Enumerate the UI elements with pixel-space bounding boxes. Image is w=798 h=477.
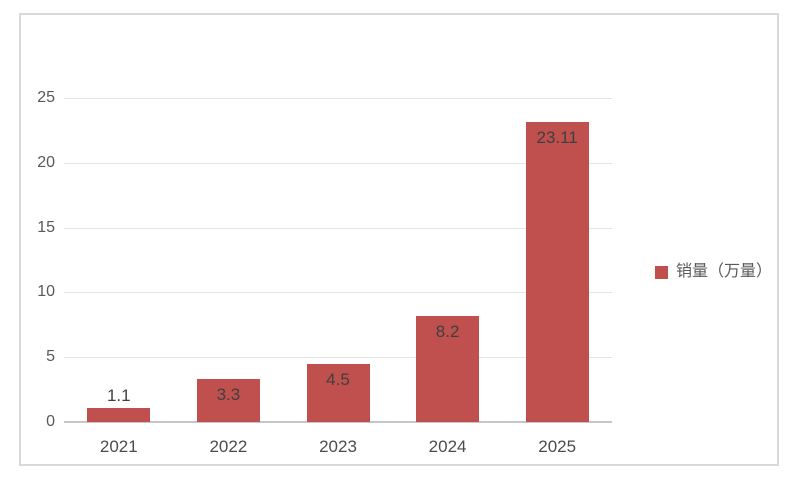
- bar-2024: [416, 315, 480, 422]
- bar-2025: [525, 122, 589, 422]
- bar-2023: [306, 363, 370, 422]
- y-tick-label: 20: [37, 153, 55, 171]
- x-axis-line: [64, 421, 612, 423]
- y-tick-label: 15: [37, 218, 55, 236]
- bar-value-label: 23.11: [536, 128, 578, 148]
- y-tick-label: 25: [37, 89, 55, 106]
- x-tick-label: 2023: [319, 437, 357, 456]
- bar-value-label: 1.1: [106, 385, 131, 405]
- bar-2022: [196, 379, 260, 422]
- legend-series-label: 销量（万量）: [676, 263, 773, 280]
- bar-value-label: 4.5: [326, 369, 350, 389]
- gridline: [64, 292, 612, 294]
- y-tick-label: 0: [46, 413, 55, 430]
- y-tick-label: 5: [46, 348, 55, 366]
- chart-border: 0 5 10 15 20 25 1.1 3.3 4.5 8.2 23.11 2021 2022 202…: [19, 13, 779, 466]
- gridline: [64, 227, 612, 229]
- x-tick-label: 2024: [428, 437, 467, 456]
- x-tick-label: 2025: [538, 437, 577, 456]
- legend-square-marker-icon: [655, 265, 668, 279]
- y-tick-label: 10: [37, 283, 55, 301]
- legend: 销量（万量）: [655, 263, 772, 281]
- x-tick-label: 2022: [209, 437, 248, 456]
- gridline: [64, 98, 612, 99]
- gridline: [64, 162, 612, 164]
- gridline: [64, 357, 612, 359]
- bar-2021: [87, 407, 151, 422]
- x-tick-label: 2021: [99, 437, 138, 456]
- bar-value-label: 3.3: [216, 385, 241, 405]
- bar-value-label: 8.2: [435, 321, 460, 341]
